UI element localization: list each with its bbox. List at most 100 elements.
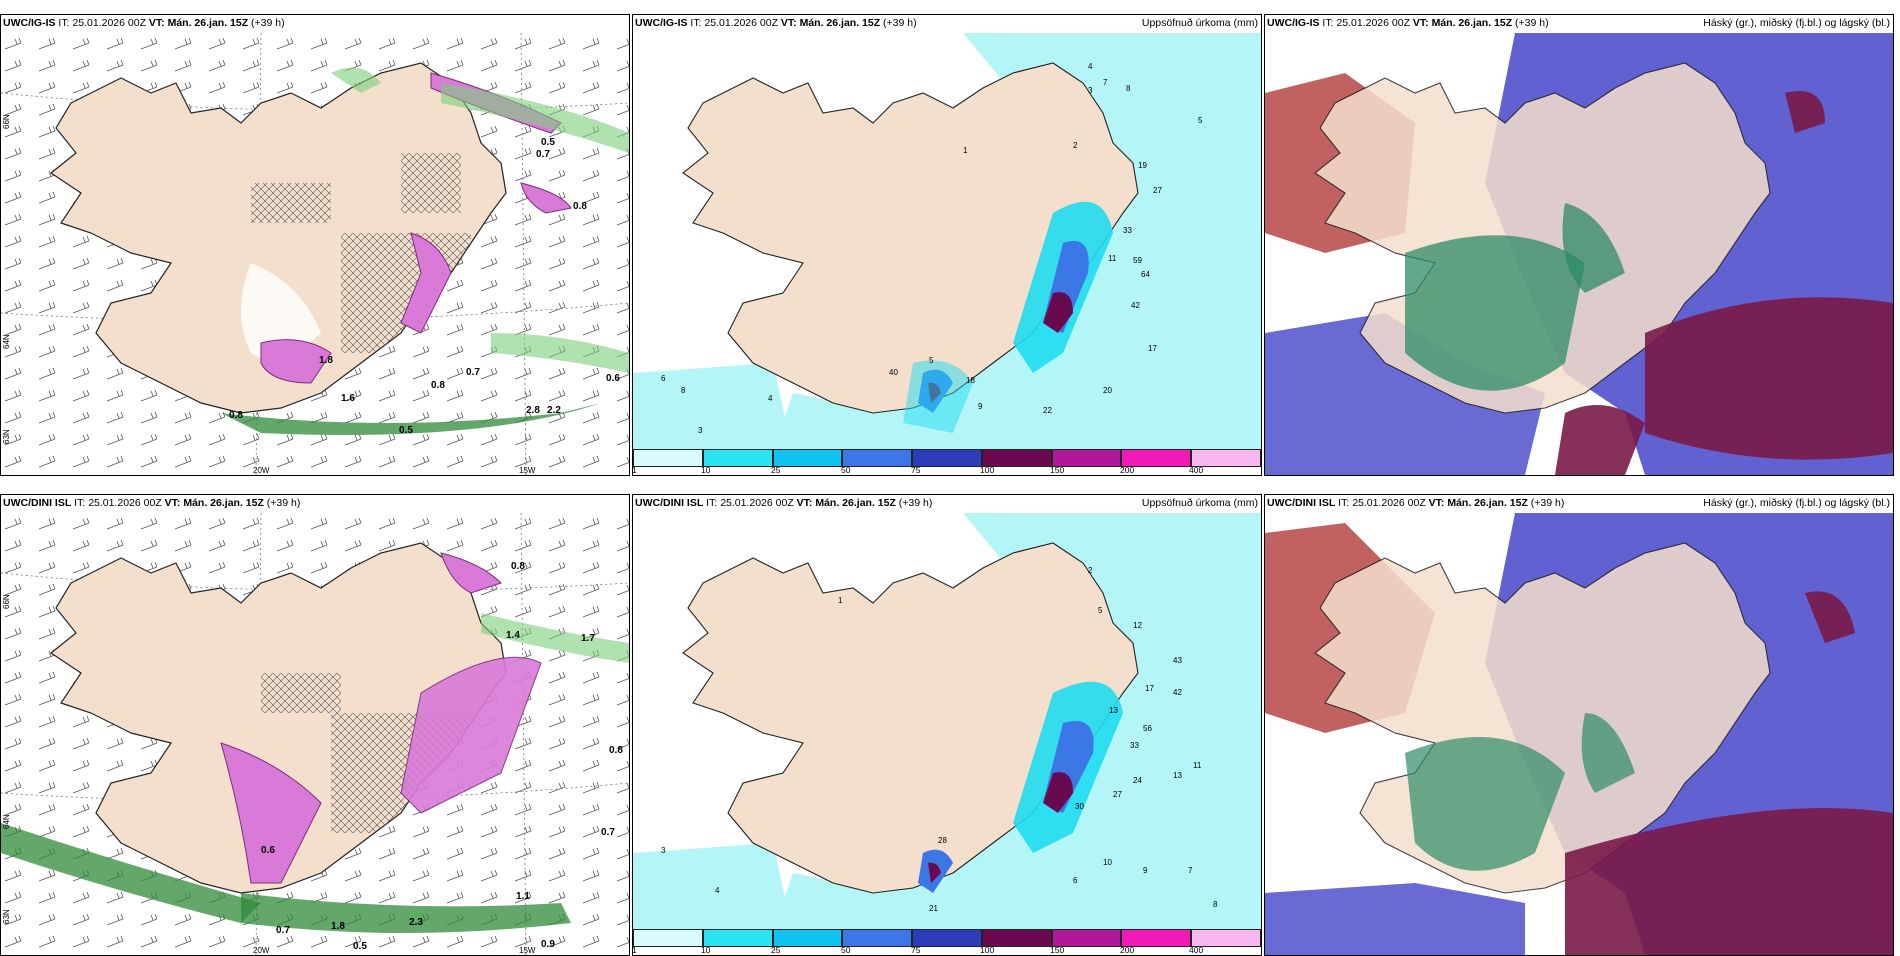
colorbar-tick: 75 — [911, 465, 921, 475]
colorbar-tick: 50 — [841, 945, 851, 955]
value-label: 42 — [1173, 688, 1182, 697]
panel-title: UWC/IG-IS IT: 25.01.2026 00Z VT: Mán. 26… — [3, 17, 285, 29]
value-label: 7 — [1103, 78, 1108, 87]
value-label: 2.2 — [547, 405, 561, 416]
value-label: 0.7 — [601, 827, 615, 838]
value-label: 8 — [1126, 84, 1131, 93]
lat-label: 63N — [2, 909, 11, 924]
value-label: 2 — [1073, 141, 1078, 150]
precip-map: 2 5 12 43 42 17 13 56 33 11 24 27 30 13 … — [633, 513, 1261, 933]
value-label: 7 — [1188, 866, 1193, 875]
value-label: 8 — [681, 386, 686, 395]
colorbar-tick: 200 — [1120, 465, 1135, 475]
panel-dini-wind: UWC/DINI ISL IT: 25.01.2026 00Z VT: Mán.… — [0, 494, 630, 956]
colorbar-segment — [842, 929, 913, 947]
colorbar — [633, 929, 1261, 947]
value-label: 24 — [1133, 776, 1142, 785]
value-label: 1 — [838, 596, 843, 605]
value-label: 13 — [1109, 706, 1118, 715]
panel-title: UWC/DINI ISL IT: 25.01.2026 00Z VT: Mán.… — [3, 497, 301, 509]
value-label: 64 — [1141, 270, 1150, 279]
colorbar-tick: 1 — [632, 465, 637, 475]
value-label: 0.5 — [399, 425, 413, 436]
value-label: 21 — [929, 904, 938, 913]
colorbar-tick: 200 — [1120, 945, 1135, 955]
colorbar-segment — [842, 449, 913, 467]
value-label: 2 — [1088, 566, 1093, 575]
value-label: 12 — [1133, 621, 1142, 630]
colorbar-tick: 50 — [841, 465, 851, 475]
wind-map: 0.5 0.7 0.8 0.6 0.7 0.8 0.5 1.8 1.6 0.8 … — [1, 33, 629, 475]
colorbar-segment — [772, 449, 843, 467]
panel-ig-wind: UWC/IG-IS IT: 25.01.2026 00Z VT: Mán. 26… — [0, 14, 630, 476]
value-label: 2.8 — [526, 405, 540, 416]
colorbar-segment — [1191, 929, 1261, 947]
snow-area — [260, 339, 332, 384]
panel-title: UWC/IG-IS IT: 25.01.2026 00Z VT: Mán. 26… — [635, 17, 917, 29]
value-label: 9 — [978, 402, 983, 411]
colorbar-tick: 1 — [632, 945, 637, 955]
value-label: 1.4 — [506, 630, 520, 641]
value-label: 33 — [1130, 741, 1139, 750]
value-label: 18 — [966, 376, 975, 385]
value-label: 27 — [1153, 186, 1162, 195]
rain-band — [221, 403, 601, 435]
panel-ig-precip: UWC/IG-IS IT: 25.01.2026 00Z VT: Mán. 26… — [632, 14, 1262, 476]
value-label: 0.6 — [261, 845, 275, 856]
lat-label: 66N — [2, 114, 11, 129]
value-label: 20 — [1103, 386, 1112, 395]
value-label: 0.8 — [573, 201, 587, 212]
value-label: 0.7 — [536, 149, 550, 160]
lat-label: 64N — [2, 814, 11, 829]
value-label: 28 — [938, 836, 947, 845]
value-label: 3 — [698, 426, 703, 435]
value-label: 1.8 — [319, 355, 333, 366]
value-label: 3 — [1088, 86, 1093, 95]
value-label: 17 — [1148, 344, 1157, 353]
colorbar-segment — [772, 929, 843, 947]
high-cloud-area — [1405, 737, 1565, 871]
panel-variable-title: Háský (gr.), miðský (fj.bl.) og lágský (… — [1703, 497, 1890, 509]
value-label: 6 — [1073, 876, 1078, 885]
rain-band — [1, 823, 261, 923]
colorbar-tick: 150 — [1050, 465, 1065, 475]
colorbar-segment — [912, 929, 982, 947]
panel-dini-clouds: UWC/DINI ISL IT: 25.01.2026 00Z VT: Mán.… — [1264, 494, 1894, 956]
colorbar-tick: 100 — [980, 465, 995, 475]
colorbar-tick: 400 — [1189, 465, 1204, 475]
value-label: 30 — [1075, 802, 1084, 811]
value-label: 2.3 — [409, 917, 423, 928]
colorbar-tick: 75 — [911, 945, 921, 955]
colorbar-segment — [1121, 449, 1192, 467]
value-label: 8 — [1213, 900, 1218, 909]
colorbar-tick: 100 — [980, 945, 995, 955]
colorbar-ticks: 1 10 25 50 75 100 150 200 400 — [633, 945, 1261, 955]
lon-label: 20W — [253, 466, 270, 475]
panel-variable-title: Uppsöfnuð úrkoma (mm) — [1141, 17, 1258, 29]
lon-label: 20W — [253, 946, 270, 955]
lat-label: 66N — [2, 594, 11, 609]
value-label: 27 — [1113, 790, 1122, 799]
value-label: 5 — [929, 356, 934, 365]
value-label: 11 — [1108, 254, 1117, 263]
value-label: 59 — [1133, 256, 1142, 265]
value-label: 0.8 — [609, 745, 623, 756]
value-label: 42 — [1131, 301, 1140, 310]
value-label: 13 — [1173, 771, 1182, 780]
value-label: 0.9 — [541, 939, 555, 950]
value-label: 22 — [1043, 406, 1052, 415]
colorbar-segment — [912, 449, 982, 467]
panel-title: UWC/IG-IS IT: 25.01.2026 00Z VT: Mán. 26… — [1267, 17, 1549, 29]
high-cloud-area — [1405, 235, 1585, 391]
panel-dini-precip: UWC/DINI ISL IT: 25.01.2026 00Z VT: Mán.… — [632, 494, 1262, 956]
colorbar-tick: 10 — [701, 465, 711, 475]
value-label: 0.7 — [466, 367, 480, 378]
value-label: 0.8 — [229, 410, 243, 421]
value-label: 3 — [661, 846, 666, 855]
value-label: 4 — [768, 394, 773, 403]
lon-label: 15W — [519, 946, 536, 955]
value-label: 6 — [661, 374, 666, 383]
value-label: 5 — [1198, 116, 1203, 125]
panel-ig-clouds: UWC/IG-IS IT: 25.01.2026 00Z VT: Mán. 26… — [1264, 14, 1894, 476]
value-label: 19 — [1138, 161, 1147, 170]
